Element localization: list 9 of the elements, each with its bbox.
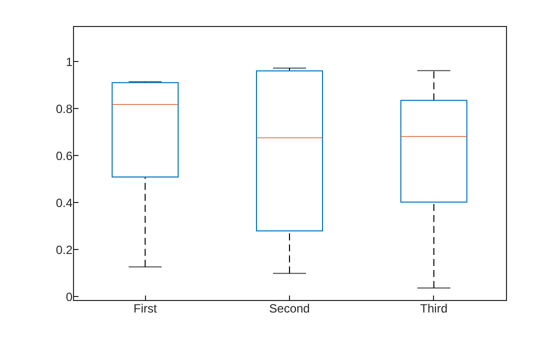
x-tick-label: Second [269,302,310,316]
y-tick-label: 0.2 [56,242,73,257]
y-tick-label: 1 [66,54,73,69]
y-tick-label: 0.4 [56,196,73,210]
x-tick-label: Third [420,302,448,316]
x-tick-label: First [134,302,158,316]
y-tick-label: 0.6 [56,148,73,163]
y-tick-label: 0 [66,290,73,304]
y-tick-label: 0.8 [56,102,73,116]
